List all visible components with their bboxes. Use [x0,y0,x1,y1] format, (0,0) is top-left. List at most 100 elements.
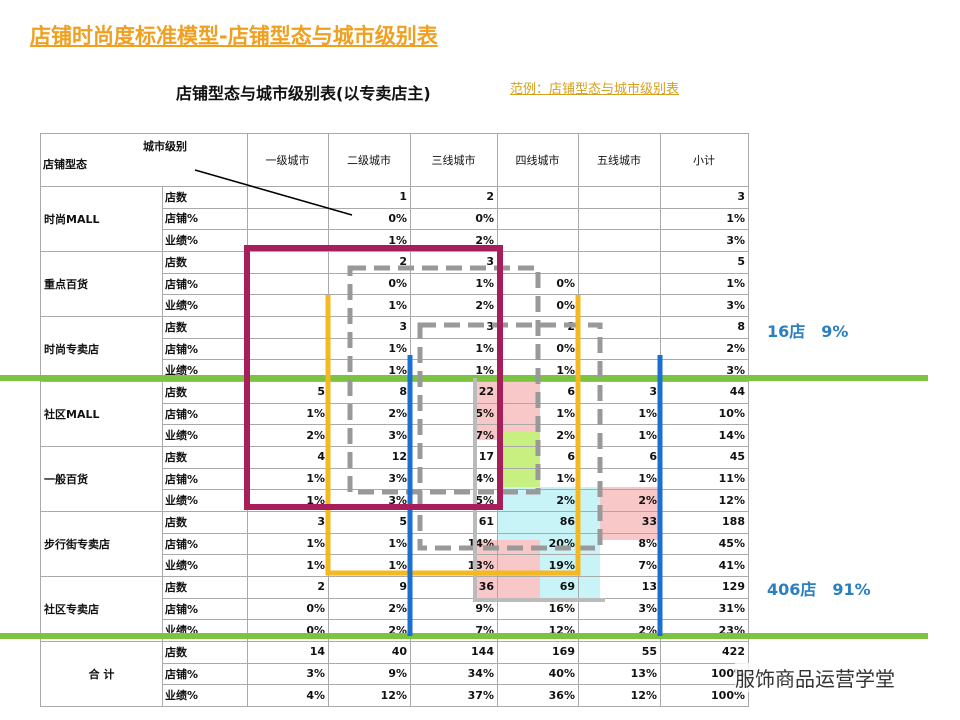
row-group: 步行街专卖店 [40,511,163,578]
table-cell: 31% [660,597,749,621]
table-cell: 61 [410,511,498,534]
table-cell: 3 [328,316,411,339]
highlight [600,487,660,540]
highlight [497,432,540,487]
table-cell: 9% [328,662,411,686]
annotation: 406店 91% [767,580,871,599]
row-group: 时尚专卖店 [40,316,163,383]
table-cell: 55 [578,641,661,664]
table-cell [578,207,661,231]
table-cell: 10% [660,402,749,426]
table-cell: 12% [578,684,661,708]
table-cell: 2 [247,576,329,599]
highlight [475,378,540,440]
table-cell: 9% [410,597,498,621]
table-cell: 188 [660,511,749,534]
table-cell: 1% [328,294,411,317]
table-cell: 12% [328,684,411,708]
table-cell [578,229,661,252]
corner: 城市级别店铺型态 [40,133,248,187]
table-cell: 144 [410,641,498,664]
table-cell: 422 [660,641,749,664]
table-cell: 1% [328,229,411,252]
table-cell: 14% [660,424,749,448]
row-group: 时尚MALL [40,186,163,252]
table-cell: 44 [660,381,749,404]
table-cell: 16% [497,597,579,621]
table-cell [578,186,661,209]
table-cell [578,294,661,317]
diagonal [194,169,353,216]
row-group: 社区MALL [40,381,163,448]
table-cell: 14 [247,641,329,664]
table-cell: 0% [497,272,579,296]
corner-bottom: 店铺型态 [43,158,87,171]
orange-box [325,295,581,576]
table-cell [497,207,579,231]
table-cell: 3% [247,662,329,686]
dashed-box [347,265,541,495]
dashed-box [417,322,603,551]
table-cell: 40 [328,641,411,664]
table-cell [247,207,329,231]
column-header: 一级城市 [247,133,329,187]
table-cell: 36 [410,576,498,599]
table-cell: 3% [660,359,749,383]
table-cell: 169 [497,641,579,664]
table-cell [578,251,661,274]
table-cell [578,272,661,296]
annotation: 16店 9% [767,322,849,341]
table-cell: 1 [328,186,411,209]
row-group: 合 计 [40,641,163,708]
table-cell: 4% [247,684,329,708]
table-cell: 37% [410,684,498,708]
table-cell [578,337,661,361]
link[interactable]: 范例：店铺型态与城市级别表 [510,82,680,97]
table-cell: 129 [660,576,749,599]
table-cell: 3 [660,186,749,209]
table-cell: 0% [410,207,498,231]
row-metric: 店数 [162,511,248,534]
corner-top: 城市级别 [143,140,187,153]
title: 店铺时尚度标准模型-店铺型态与城市级别表 [30,24,438,48]
row-metric: 业绩% [162,684,248,708]
table-cell: 11% [660,467,749,491]
row-group: 一般百货 [40,446,163,513]
table-cell: 2% [660,337,749,361]
row-metric: 店铺% [162,532,248,556]
table-cell: 1% [660,272,749,296]
gray-line [473,378,605,602]
table-cell: 45 [660,446,749,469]
row-metric: 店数 [162,186,248,209]
table-cell: 8 [660,316,749,339]
column-header: 五线城市 [578,133,661,187]
row-metric: 店数 [162,576,248,599]
column-header: 三线城市 [410,133,498,187]
row-metric: 业绩% [162,229,248,252]
table-cell [247,186,329,209]
row-group: 重点百货 [40,251,163,317]
table-cell: 34% [410,662,498,686]
row-metric: 店数 [162,641,248,664]
subtitle: 店铺型态与城市级别表(以专卖店主) [176,84,431,103]
row-metric: 店铺% [162,207,248,231]
table-cell: 1% [660,207,749,231]
table-cell: 45% [660,532,749,556]
table-cell: 36% [497,684,579,708]
table-cell: 40% [497,662,579,686]
column-header: 四线城市 [497,133,579,187]
column-header: 二级城市 [328,133,411,187]
table-cell: 1% [328,337,411,361]
column-header: 小计 [660,133,749,187]
row-metric: 店铺% [162,662,248,686]
watermark: 服饰商品运营学堂 [735,663,895,692]
row-group: 社区专卖店 [40,576,163,643]
table-cell: 0% [247,597,329,621]
table-cell: 2 [328,251,411,274]
table-cell: 2% [410,229,498,252]
table-cell: 41% [660,554,749,578]
table-cell: 12% [660,489,749,513]
